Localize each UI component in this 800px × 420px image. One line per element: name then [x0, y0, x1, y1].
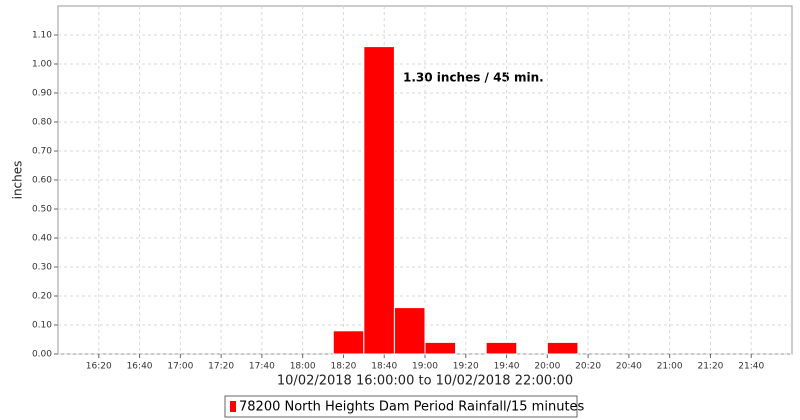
- x-tick-label: 17:20: [208, 362, 234, 372]
- x-tick-label: 18:40: [371, 362, 397, 372]
- x-axis-label: 10/02/2018 16:00:00 to 10/02/2018 22:00:…: [277, 374, 573, 389]
- x-tick-label: 21:00: [657, 362, 683, 372]
- y-tick-label: 0.60: [32, 176, 52, 186]
- bar: [424, 341, 457, 355]
- y-tick-label: 1.00: [32, 60, 52, 70]
- x-tick-label: 19:20: [453, 362, 479, 372]
- x-tick-label: 21:40: [738, 362, 764, 372]
- x-tick-label: 20:40: [616, 362, 642, 372]
- x-tick-label: 18:20: [330, 362, 356, 372]
- y-tick-label: 0.30: [32, 263, 52, 273]
- y-tick-label: 0.80: [32, 118, 52, 128]
- x-tick-label: 20:00: [534, 362, 560, 372]
- x-tick-label: 17:40: [249, 362, 275, 372]
- y-tick-label: 0.00: [32, 350, 52, 360]
- y-tick-label: 0.10: [32, 321, 52, 331]
- annotation: 1.30 inches / 45 min.: [403, 71, 544, 85]
- x-tick-label: 16:20: [86, 362, 112, 372]
- bar: [393, 307, 426, 355]
- x-tick-label: 21:20: [697, 362, 723, 372]
- x-tick-label: 19:40: [494, 362, 520, 372]
- bar: [332, 330, 365, 355]
- bar: [363, 46, 395, 355]
- y-tick-label: 0.20: [32, 292, 52, 302]
- legend: [224, 395, 578, 418]
- y-tick-label: 0.70: [32, 147, 52, 157]
- x-tick-label: 19:00: [412, 362, 438, 372]
- y-tick-label: 0.90: [32, 89, 52, 99]
- legend-label: 78200 North Heights Dam Period Rainfall/…: [239, 400, 585, 415]
- legend-swatch: [230, 401, 236, 412]
- y-tick-label: 0.40: [32, 234, 52, 244]
- bar: [485, 341, 518, 355]
- x-tick-label: 16:40: [127, 362, 153, 372]
- y-tick-label: 0.50: [32, 205, 52, 215]
- y-axis-label: inches: [11, 161, 25, 200]
- bar: [546, 341, 579, 355]
- x-tick-label: 20:20: [575, 362, 601, 372]
- x-tick-label: 18:00: [290, 362, 316, 372]
- x-tick-label: 17:00: [167, 362, 193, 372]
- y-tick-label: 1.10: [32, 31, 52, 41]
